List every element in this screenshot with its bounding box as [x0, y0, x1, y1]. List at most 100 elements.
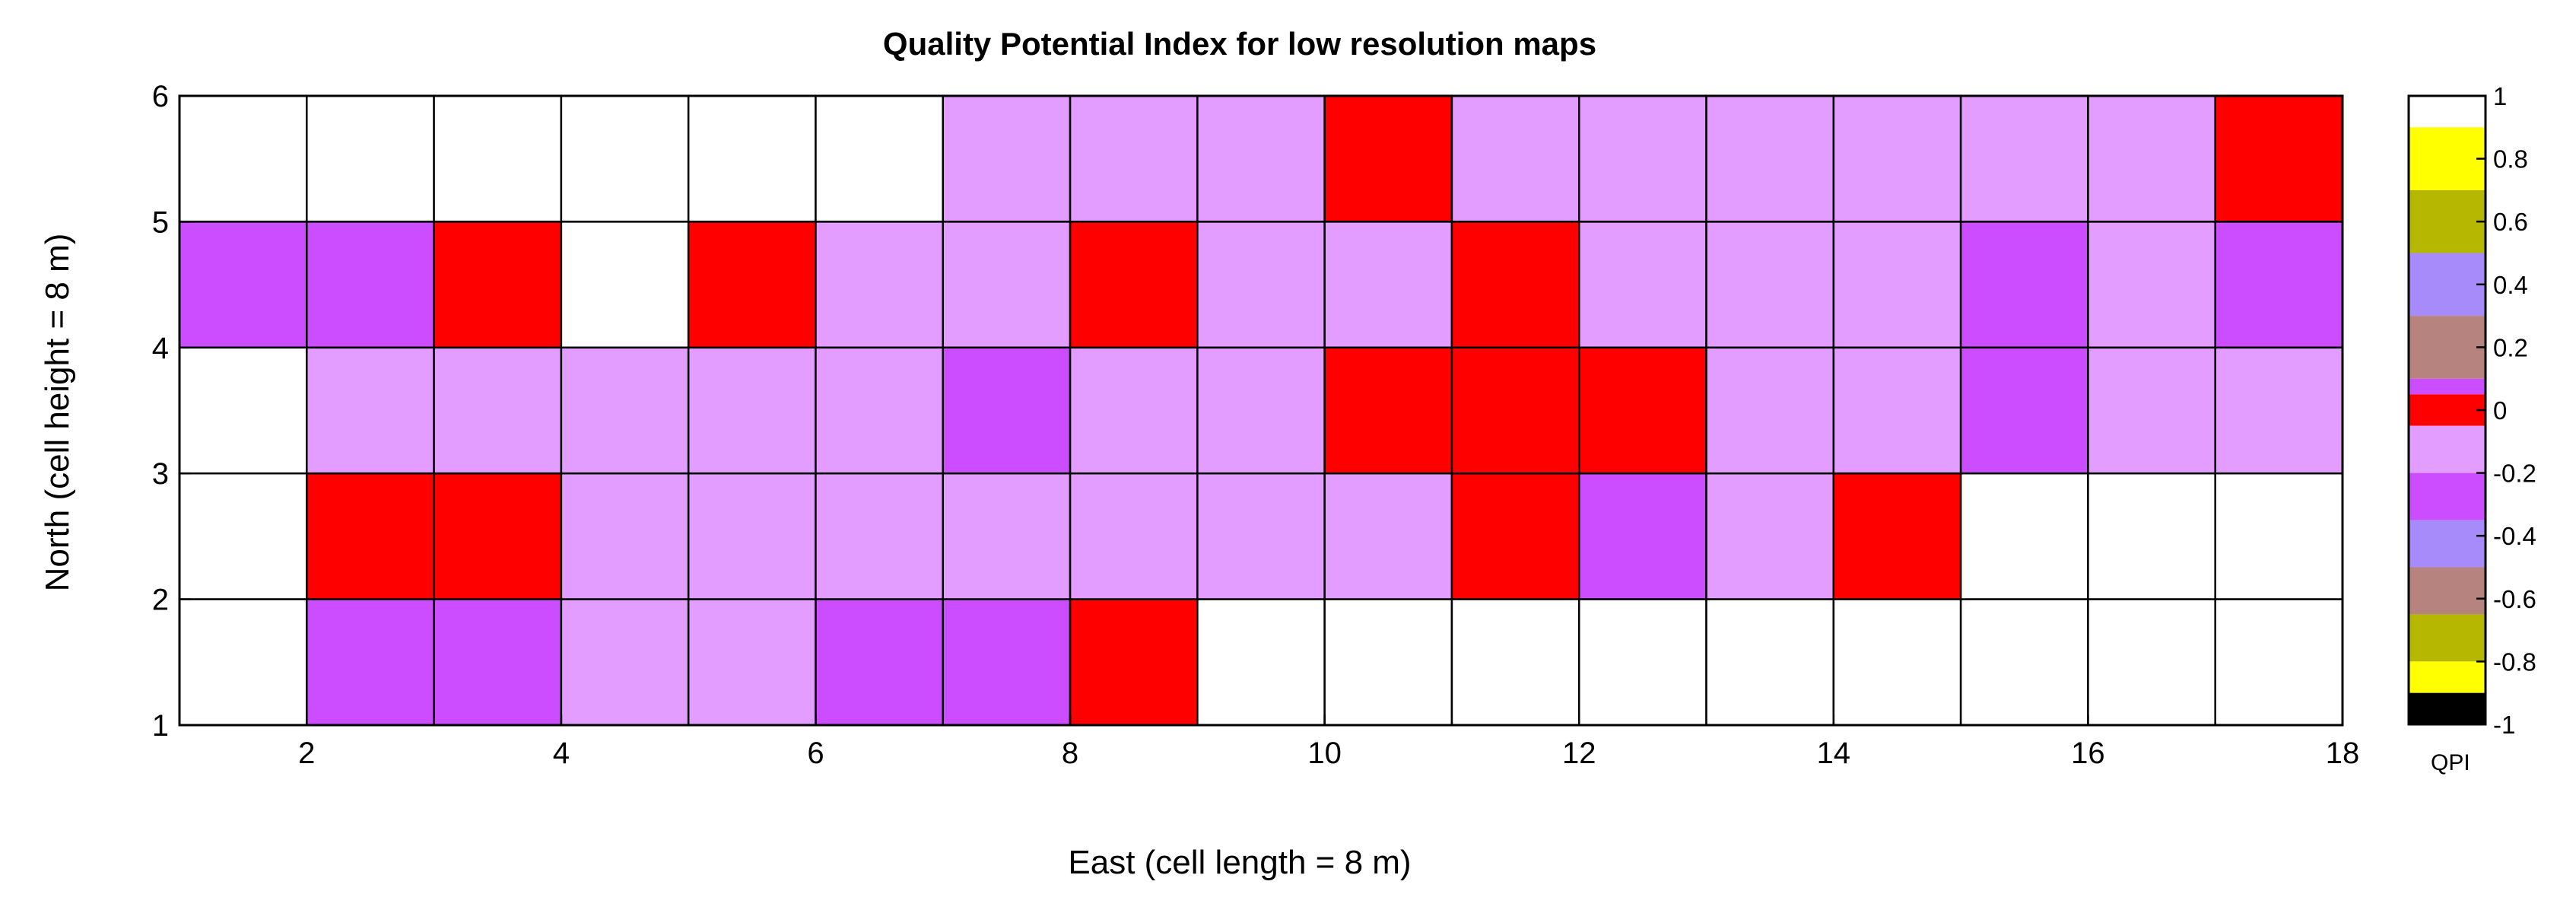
heatmap-cell [1323, 472, 1453, 600]
colorbar-band [2409, 189, 2485, 253]
y-tick-label: 4 [152, 332, 169, 365]
heatmap-cell [815, 94, 945, 223]
colorbar-tick-label: 0.6 [2493, 208, 2528, 236]
heatmap-cell [1323, 346, 1453, 475]
heatmap-cell [815, 472, 945, 600]
heatmap-cell [560, 346, 690, 475]
heatmap-cell [1450, 94, 1580, 223]
heatmap-cells [178, 94, 2344, 727]
x-tick-label: 12 [1562, 737, 1596, 770]
heatmap-cell [2087, 472, 2216, 600]
colorbar-tick-label: -0.2 [2493, 460, 2536, 488]
chart-title: Quality Potential Index for low resoluti… [883, 26, 1596, 62]
y-tick-label: 2 [152, 584, 169, 617]
colorbar-band [2409, 425, 2485, 473]
heatmap-cell [1196, 598, 1326, 727]
x-tick-label: 10 [1307, 737, 1342, 770]
heatmap-cell [2087, 221, 2216, 349]
heatmap-cell [1069, 346, 1199, 475]
colorbar-band [2409, 127, 2485, 190]
colorbar-band [2409, 378, 2485, 395]
heatmap-cell [560, 221, 690, 349]
colorbar-band [2409, 316, 2485, 379]
heatmap-cell [433, 94, 563, 223]
x-axis-label: East (cell length = 8 m) [1068, 844, 1411, 881]
heatmap-cell [1450, 472, 1580, 600]
heatmap-cell [815, 598, 945, 727]
x-tick-label: 6 [807, 737, 824, 770]
heatmap-cell [1069, 598, 1199, 727]
heatmap-cell [1832, 472, 1962, 600]
heatmap-cell [1196, 472, 1326, 600]
heatmap-cell [1959, 598, 2089, 727]
heatmap-cell [1959, 94, 2089, 223]
y-tick-label: 1 [152, 709, 169, 743]
heatmap-cell [1450, 346, 1580, 475]
heatmap-cell [1577, 94, 1707, 223]
heatmap-cell [687, 346, 817, 475]
y-tick-label: 5 [152, 205, 169, 239]
x-tick-label: 8 [1062, 737, 1078, 770]
heatmap-cell [1577, 472, 1707, 600]
colorbar-band [2409, 614, 2485, 662]
colorbar-band [2409, 692, 2485, 724]
heatmap-cell [1832, 94, 1962, 223]
colorbar-band [2409, 661, 2485, 693]
heatmap-cell [1196, 94, 1326, 223]
heatmap-cell [1705, 94, 1835, 223]
colorbar-band [2409, 567, 2485, 615]
colorbar-tick-label: -0.8 [2493, 648, 2536, 676]
colorbar-tick-label: -1 [2493, 711, 2515, 739]
colorbar-tick-label: 0.2 [2493, 333, 2528, 361]
heatmap-cell [433, 472, 563, 600]
x-tick-label: 16 [2071, 737, 2105, 770]
heatmap-cell [1705, 472, 1835, 600]
heatmap-cell [1959, 472, 2089, 600]
y-axis-label: North (cell height = 8 m) [39, 234, 76, 592]
colorbar-band [2409, 520, 2485, 568]
heatmap-cell [2214, 472, 2344, 600]
heatmap-cell [306, 472, 435, 600]
colorbar-band [2409, 394, 2485, 426]
heatmap-cell [2214, 221, 2344, 349]
heatmap-cell [2214, 346, 2344, 475]
heatmap-cell [1705, 221, 1835, 349]
heatmap-cell [2214, 94, 2344, 223]
heatmap-cell [942, 346, 1072, 475]
heatmap-cell [433, 598, 563, 727]
heatmap-cell [1959, 221, 2089, 349]
heatmap-cell [1577, 346, 1707, 475]
colorbar-tick-label: 0.4 [2493, 271, 2528, 299]
heatmap-cell [178, 346, 308, 475]
heatmap-cell [560, 598, 690, 727]
colorbar-tick-label: -0.4 [2493, 522, 2536, 550]
colorbar-band [2409, 96, 2485, 128]
heatmap-cell [2214, 598, 2344, 727]
heatmap-cell [1705, 598, 1835, 727]
x-tick-label: 18 [2326, 737, 2360, 770]
heatmap-cell [1323, 598, 1453, 727]
y-tick-label: 3 [152, 457, 169, 491]
heatmap-cell [1832, 221, 1962, 349]
heatmap-cell [1323, 94, 1453, 223]
heatmap-cell [1450, 598, 1580, 727]
colorbar-tick-label: -0.6 [2493, 585, 2536, 613]
heatmap-cell [687, 221, 817, 349]
colorbar-band [2409, 253, 2485, 317]
x-tick-label: 4 [553, 737, 570, 770]
heatmap-cell [2087, 94, 2216, 223]
heatmap-cell [306, 346, 435, 475]
heatmap-cell [178, 221, 308, 349]
heatmap-cell [178, 598, 308, 727]
colorbar-tick-label: 0 [2493, 396, 2507, 425]
heatmap-cell [1832, 598, 1962, 727]
heatmap-cell [306, 94, 435, 223]
heatmap-cell [942, 472, 1072, 600]
x-tick-label: 14 [1817, 737, 1851, 770]
colorbar-tick-label: 1 [2493, 82, 2507, 110]
heatmap-cell [178, 472, 308, 600]
x-tick-label: 2 [298, 737, 315, 770]
heatmap-cell [1577, 221, 1707, 349]
heatmap-cell [1069, 221, 1199, 349]
